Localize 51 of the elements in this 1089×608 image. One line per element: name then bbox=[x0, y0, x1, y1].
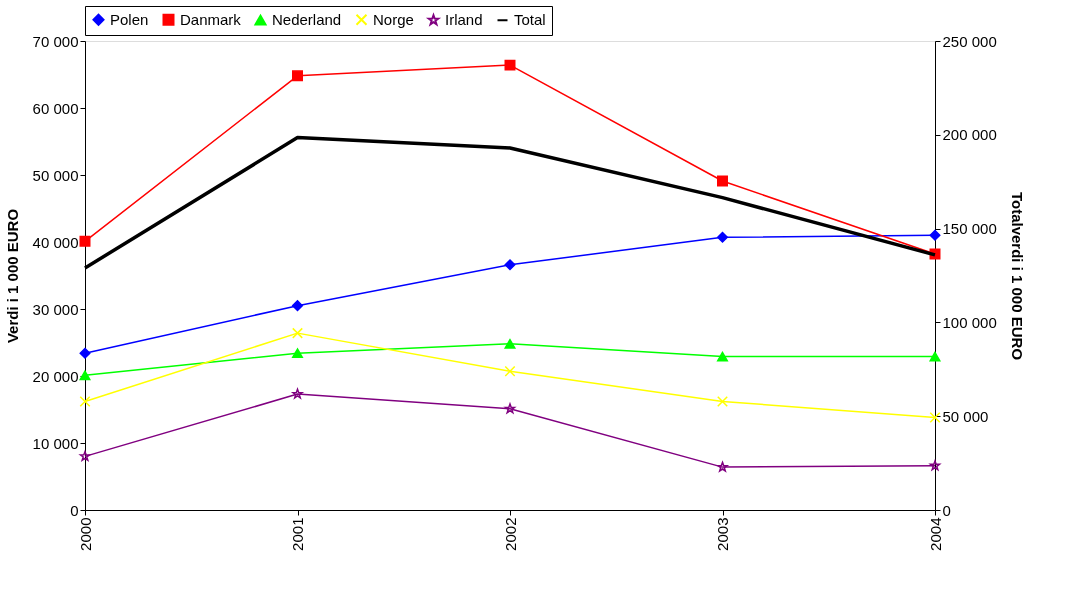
point bbox=[929, 460, 941, 471]
y2-tick-label: 250 000 bbox=[942, 32, 997, 50]
y2-axis-title: Totalverdi i 1 000 EURO bbox=[1008, 191, 1026, 361]
y-tick-label: 60 000 bbox=[32, 99, 79, 117]
x-tick-label: 2004 bbox=[926, 517, 944, 551]
point bbox=[929, 412, 941, 424]
point bbox=[504, 259, 516, 271]
legend-label: Norge bbox=[373, 10, 414, 28]
y-tick-label: 30 000 bbox=[32, 300, 79, 318]
point bbox=[292, 300, 303, 312]
legend-label: Polen bbox=[110, 10, 149, 28]
y2-tick-label: 100 000 bbox=[942, 313, 997, 331]
y-tick-label: 20 000 bbox=[32, 367, 79, 385]
legend-label: Nederland bbox=[272, 11, 342, 29]
legend-label: Danmark bbox=[180, 10, 242, 28]
y-tick-label: 50 000 bbox=[32, 166, 79, 184]
legend-label: Irland bbox=[445, 11, 483, 29]
x-tick-label: 2000 bbox=[76, 517, 94, 551]
point bbox=[292, 327, 303, 339]
point bbox=[717, 231, 728, 243]
point bbox=[717, 175, 728, 187]
y-tick-label: 10 000 bbox=[32, 434, 79, 452]
point bbox=[79, 347, 91, 359]
point bbox=[292, 70, 303, 82]
y-tick-label: 70 000 bbox=[32, 32, 79, 50]
y-tick-label: 0 bbox=[70, 501, 79, 519]
point bbox=[79, 235, 91, 247]
point bbox=[929, 351, 941, 362]
y-axis-title: Verdi i 1 000 EURO bbox=[3, 208, 21, 344]
point bbox=[79, 450, 91, 461]
point bbox=[504, 59, 516, 71]
point bbox=[929, 229, 941, 241]
y2-tick-label: 150 000 bbox=[942, 220, 997, 238]
point bbox=[504, 338, 516, 349]
x-tick-label: 2002 bbox=[501, 517, 519, 551]
point bbox=[717, 351, 728, 362]
y-tick-label: 40 000 bbox=[32, 233, 79, 251]
point bbox=[79, 370, 91, 381]
legend-label: Total bbox=[514, 11, 546, 29]
point bbox=[292, 348, 303, 359]
point bbox=[504, 365, 516, 377]
point bbox=[79, 395, 91, 407]
x-tick-label: 2001 bbox=[289, 517, 306, 551]
point bbox=[717, 461, 728, 472]
point bbox=[292, 388, 303, 399]
y2-tick-label: 50 000 bbox=[942, 407, 989, 425]
point bbox=[717, 395, 728, 407]
point bbox=[504, 403, 516, 414]
y2-tick-label: 200 000 bbox=[942, 126, 997, 144]
y2-tick-label: 0 bbox=[942, 501, 951, 519]
x-tick-label: 2003 bbox=[714, 517, 731, 551]
